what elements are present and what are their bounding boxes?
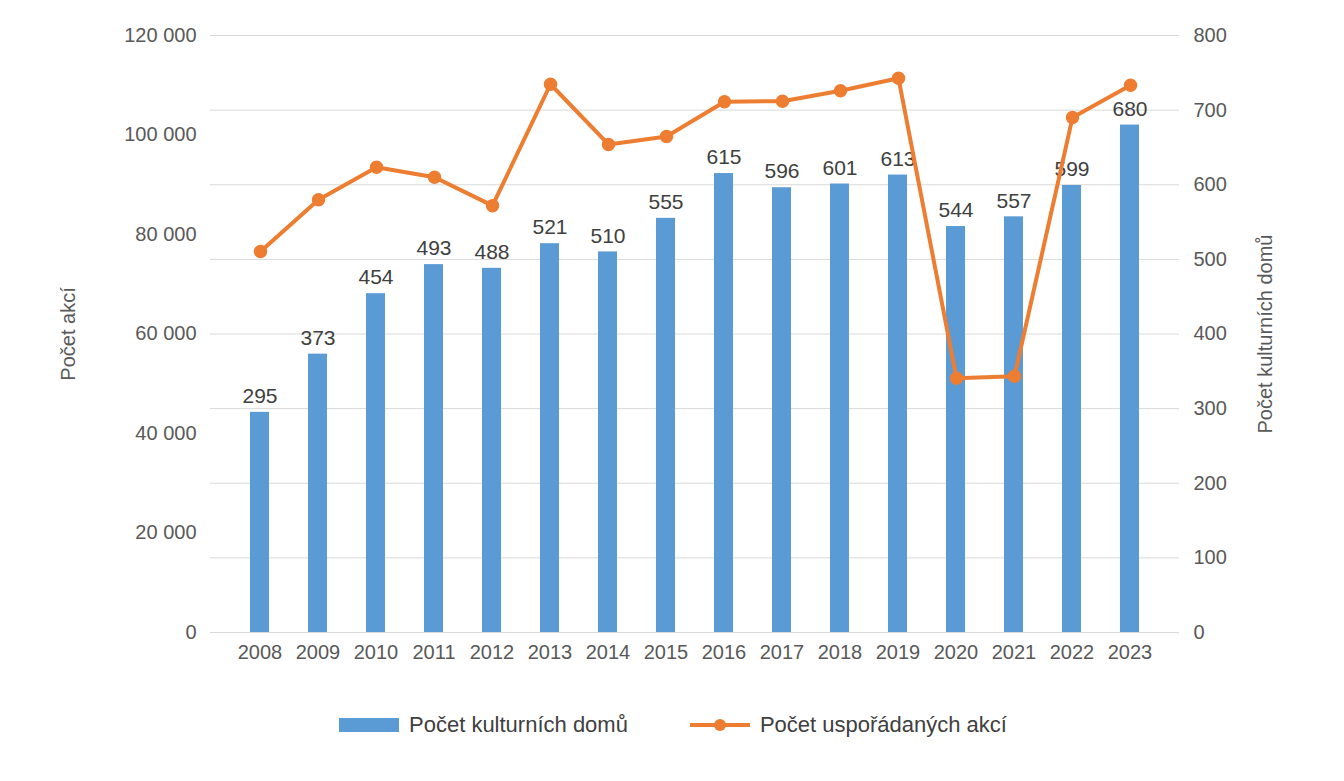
svg-text:100 000: 100 000 bbox=[124, 123, 196, 145]
svg-text:596: 596 bbox=[764, 159, 799, 182]
svg-text:2009: 2009 bbox=[296, 641, 341, 663]
svg-text:2008: 2008 bbox=[238, 641, 283, 663]
svg-text:2017: 2017 bbox=[760, 641, 805, 663]
svg-text:2011: 2011 bbox=[412, 641, 455, 663]
svg-text:488: 488 bbox=[474, 240, 509, 263]
svg-text:454: 454 bbox=[358, 265, 393, 288]
svg-text:80 000: 80 000 bbox=[135, 223, 196, 245]
svg-text:2016: 2016 bbox=[702, 641, 747, 663]
svg-text:510: 510 bbox=[590, 224, 625, 247]
svg-text:373: 373 bbox=[300, 326, 335, 349]
svg-text:800: 800 bbox=[1194, 24, 1227, 46]
html-text:Počet uspořádaných akcí: Počet uspořádaných akcí bbox=[759, 712, 1007, 737]
svg-text:493: 493 bbox=[416, 236, 451, 259]
svg-text:2021: 2021 bbox=[992, 641, 1037, 663]
html-text:Počet kulturních domů: Počet kulturních domů bbox=[409, 712, 628, 737]
svg-text:2023: 2023 bbox=[1108, 641, 1153, 663]
svg-text:680: 680 bbox=[1112, 97, 1147, 120]
svg-text:Počet akcí: Počet akcí bbox=[57, 287, 79, 381]
svg-text:2014: 2014 bbox=[586, 641, 631, 663]
svg-text:601: 601 bbox=[822, 156, 857, 179]
svg-text:2010: 2010 bbox=[354, 641, 399, 663]
svg-text:613: 613 bbox=[880, 147, 915, 170]
svg-text:555: 555 bbox=[648, 190, 683, 213]
svg-text:544: 544 bbox=[938, 198, 973, 221]
svg-text:300: 300 bbox=[1194, 397, 1227, 419]
svg-text:2019: 2019 bbox=[876, 641, 921, 663]
svg-text:60 000: 60 000 bbox=[135, 322, 196, 344]
svg-text:2015: 2015 bbox=[644, 641, 689, 663]
svg-text:500: 500 bbox=[1194, 248, 1227, 270]
svg-text:295: 295 bbox=[242, 384, 277, 407]
svg-text:100: 100 bbox=[1194, 546, 1227, 568]
svg-text:600: 600 bbox=[1194, 173, 1227, 195]
svg-text:40 000: 40 000 bbox=[135, 422, 196, 444]
svg-text:2020: 2020 bbox=[934, 641, 979, 663]
svg-text:20 000: 20 000 bbox=[135, 521, 196, 543]
svg-text:2018: 2018 bbox=[818, 641, 863, 663]
svg-text:2012: 2012 bbox=[470, 641, 515, 663]
svg-text:2022: 2022 bbox=[1050, 641, 1095, 663]
svg-text:0: 0 bbox=[1194, 621, 1205, 643]
svg-text:599: 599 bbox=[1054, 157, 1090, 181]
svg-text:557: 557 bbox=[996, 189, 1031, 212]
svg-text:200: 200 bbox=[1194, 472, 1227, 494]
svg-text:120 000: 120 000 bbox=[124, 24, 196, 46]
svg-text:615: 615 bbox=[706, 145, 741, 168]
svg-text:521: 521 bbox=[532, 215, 567, 238]
svg-text:0: 0 bbox=[185, 621, 196, 643]
svg-text:2013: 2013 bbox=[528, 641, 573, 663]
svg-text:700: 700 bbox=[1194, 99, 1227, 121]
svg-text:400: 400 bbox=[1194, 322, 1227, 344]
svg-text:Počet kulturních domů: Počet kulturních domů bbox=[1254, 235, 1276, 434]
